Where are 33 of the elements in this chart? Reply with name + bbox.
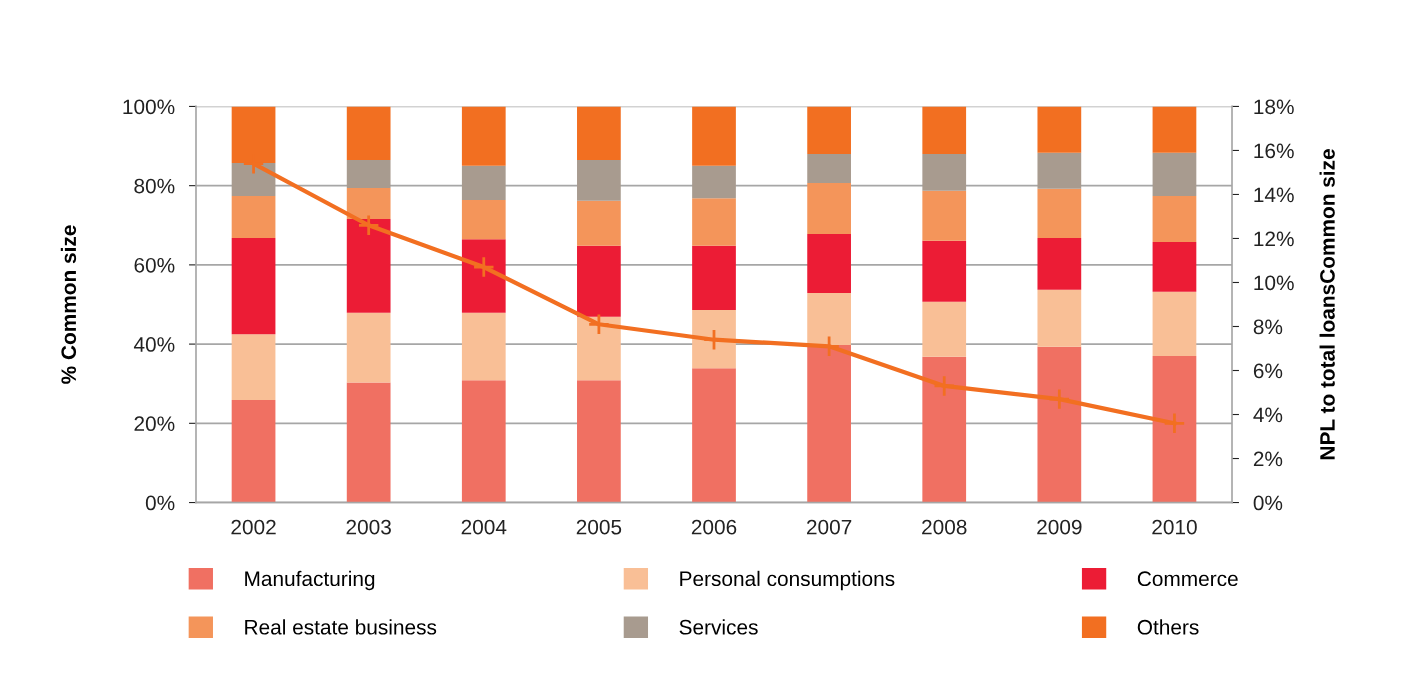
- x-tick-label: 2010: [1152, 519, 1197, 535]
- y2-tick-label: 14%: [1254, 187, 1294, 203]
- legend-label: Others: [1137, 619, 1199, 635]
- y2-tick-label: 10%: [1254, 275, 1294, 291]
- y-tick-label: 80%: [134, 178, 175, 194]
- y-tick-label: 20%: [134, 416, 175, 432]
- y2-tick-label: 6%: [1253, 363, 1283, 379]
- y2-tick-label: 2%: [1253, 451, 1283, 467]
- y-tick-label: 100%: [123, 99, 175, 115]
- y2-tick-label: 0%: [1253, 495, 1283, 511]
- y2-axis-title: NPL to total loansCommon size: [1319, 149, 1335, 460]
- x-tick-label: 2007: [806, 519, 852, 535]
- x-tick-label: 2008: [922, 519, 967, 535]
- y-tick-label: 60%: [134, 257, 175, 273]
- y2-tick-label: 8%: [1253, 319, 1283, 335]
- x-tick-label: 2003: [346, 519, 391, 535]
- y-tick-label: 0%: [145, 495, 175, 511]
- legend-label: Personal consumptions: [680, 570, 895, 591]
- x-tick-label: 2005: [576, 519, 622, 535]
- x-tick-label: 2009: [1037, 519, 1082, 535]
- x-tick-label: 2002: [231, 519, 276, 535]
- legend-label: Manufacturing: [245, 570, 375, 591]
- legend-label: Commerce: [1137, 571, 1238, 587]
- x-tick-label: 2006: [691, 519, 737, 535]
- x-tick-label: 2004: [461, 519, 507, 535]
- legend-label: Services: [679, 619, 758, 635]
- y2-tick-label: 18%: [1254, 99, 1294, 115]
- y2-tick-label: 16%: [1254, 143, 1294, 159]
- y2-tick-label: 12%: [1254, 231, 1294, 247]
- legend-label: Real estate business: [245, 619, 437, 635]
- y-axis-title: % Common size: [60, 225, 77, 384]
- y-tick-label: 40%: [133, 337, 175, 352]
- y2-tick-label: 4%: [1253, 407, 1283, 423]
